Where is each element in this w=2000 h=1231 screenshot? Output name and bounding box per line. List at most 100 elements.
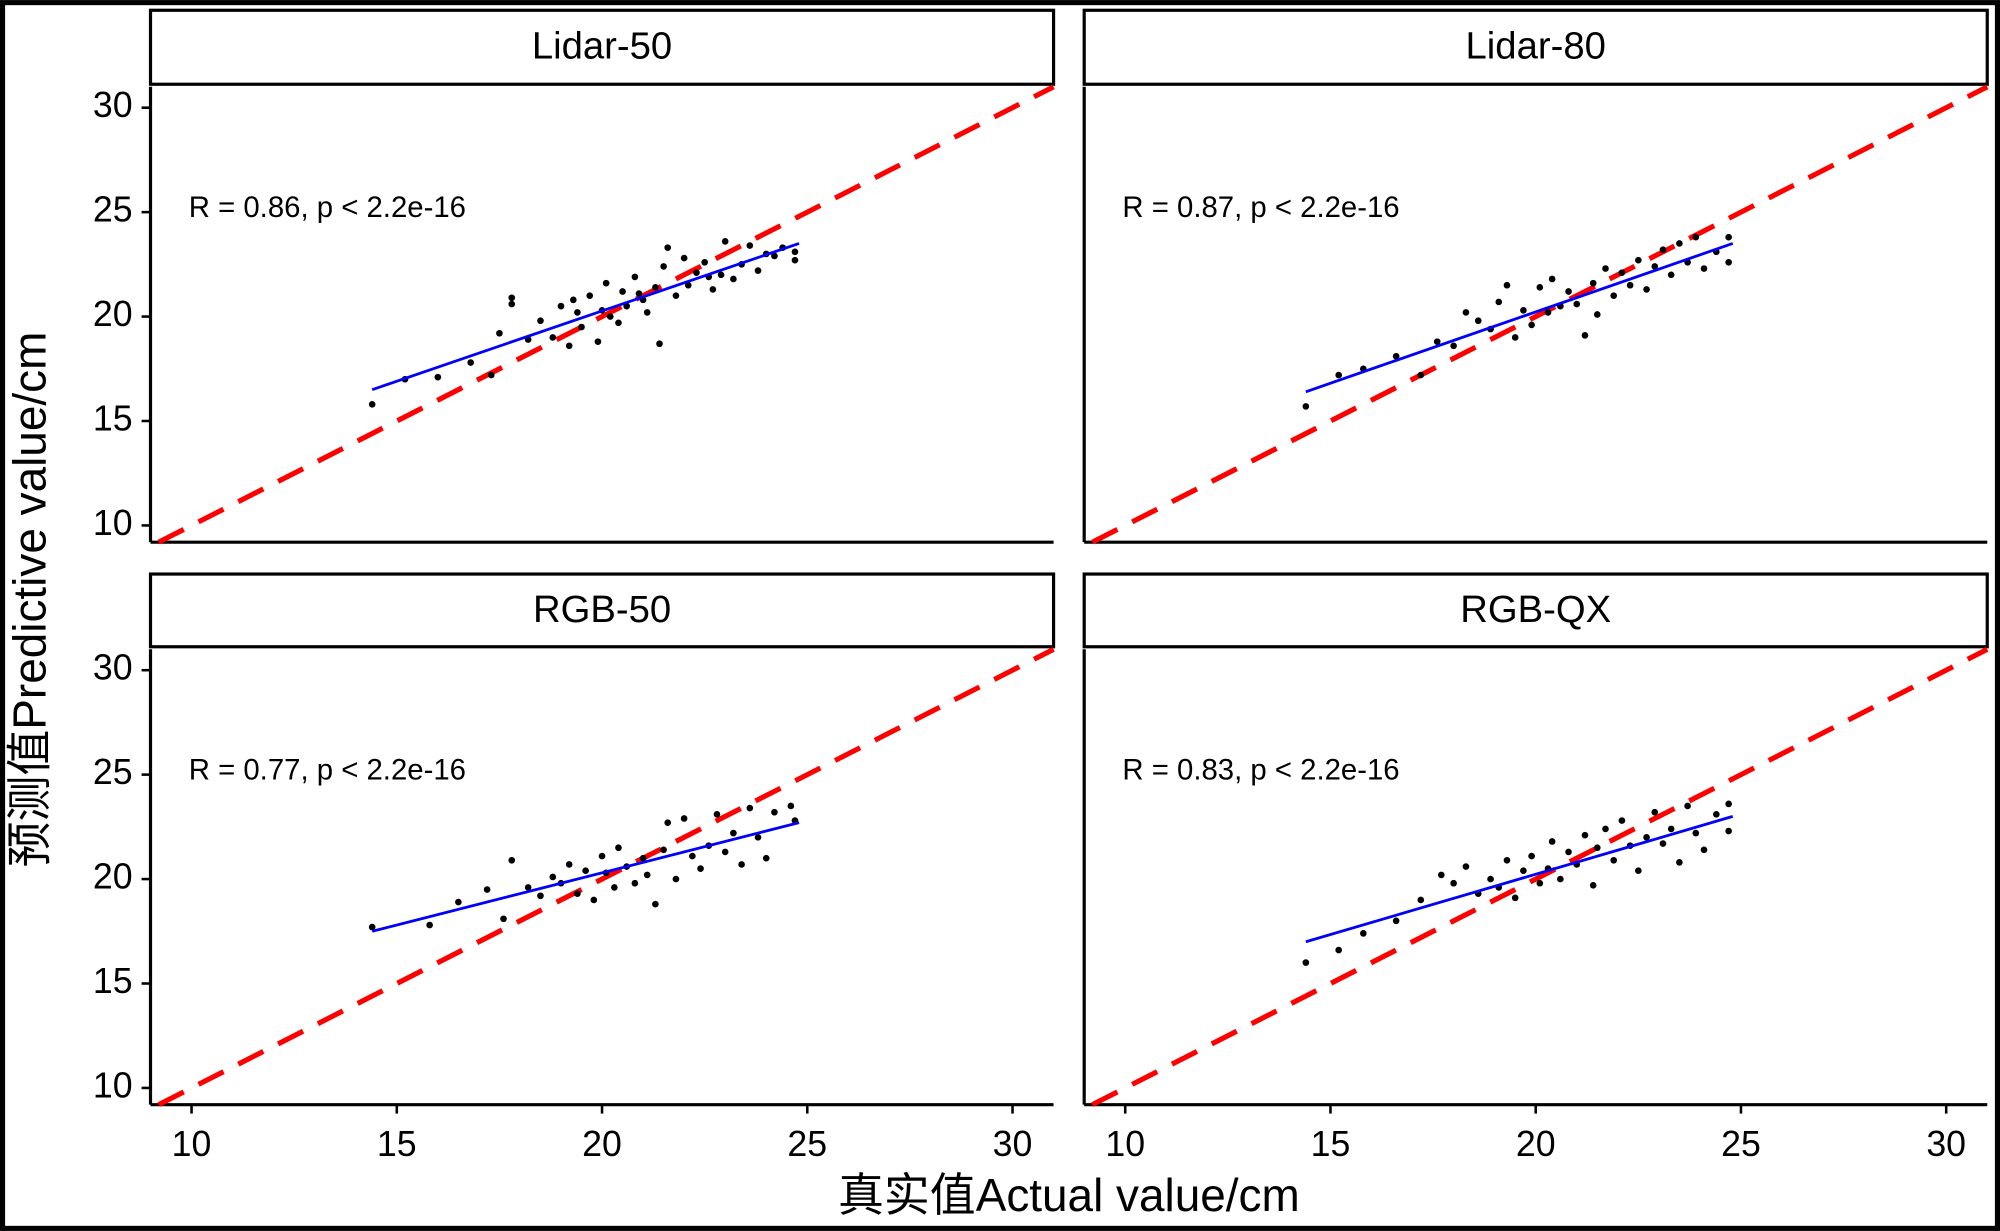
point — [693, 269, 700, 277]
point — [598, 852, 606, 860]
point — [1659, 246, 1667, 254]
point — [549, 873, 557, 881]
point — [1536, 284, 1544, 291]
point — [1565, 288, 1572, 295]
point — [549, 334, 557, 341]
point — [754, 267, 762, 274]
point — [684, 281, 692, 289]
point — [508, 856, 516, 864]
point — [1462, 309, 1470, 316]
point — [537, 317, 544, 325]
fit-line — [1305, 815, 1734, 944]
x-tick-label: 20 — [582, 1124, 622, 1164]
point — [1335, 946, 1342, 954]
point — [487, 371, 495, 379]
point — [496, 329, 503, 337]
point — [594, 338, 602, 345]
point — [1495, 298, 1503, 306]
point — [652, 900, 659, 908]
point — [664, 244, 672, 251]
point — [615, 319, 622, 327]
identity-line — [157, 647, 1055, 1107]
y-tick-label: 25 — [93, 190, 133, 230]
fit-line — [371, 821, 800, 933]
point — [368, 923, 376, 931]
point — [574, 309, 581, 316]
point — [1557, 875, 1564, 883]
point — [602, 279, 610, 287]
point — [574, 890, 581, 898]
point — [1635, 256, 1642, 264]
point — [467, 359, 475, 366]
point — [434, 373, 442, 381]
point — [586, 292, 594, 299]
point — [1392, 352, 1400, 360]
point — [578, 323, 585, 331]
point — [1725, 258, 1732, 266]
point — [557, 302, 565, 310]
point — [1573, 300, 1581, 308]
point — [1437, 871, 1445, 879]
point — [1659, 840, 1667, 847]
point — [721, 238, 729, 245]
point — [717, 271, 725, 279]
point — [611, 884, 618, 891]
point — [524, 884, 532, 891]
y-tick-label: 20 — [93, 294, 133, 334]
point — [1589, 279, 1597, 287]
point — [1589, 882, 1597, 889]
point — [1676, 240, 1683, 247]
annotation: R = 0.77, p < 2.2e-16 — [189, 753, 466, 786]
x-tick-label: 30 — [993, 1124, 1033, 1164]
point — [508, 300, 516, 308]
point — [1528, 852, 1535, 860]
point — [426, 921, 433, 929]
y-tick-label: 10 — [93, 1065, 133, 1105]
strip — [1082, 572, 1989, 649]
y-tick-label: 25 — [93, 752, 133, 792]
point — [643, 309, 651, 316]
point — [619, 288, 626, 295]
point — [368, 400, 376, 408]
point — [1610, 292, 1618, 299]
y-tick-label: 10 — [93, 503, 133, 543]
identity-line — [157, 84, 1055, 545]
point — [1302, 959, 1310, 966]
identity-line — [1091, 84, 1989, 545]
point — [1511, 334, 1519, 341]
point — [1700, 846, 1708, 854]
point — [1700, 265, 1708, 272]
point — [1511, 894, 1519, 902]
y-tick-label: 30 — [93, 85, 133, 125]
point — [721, 848, 729, 856]
point — [771, 252, 778, 260]
identity-line — [1091, 647, 1989, 1107]
point — [771, 808, 778, 816]
point — [1643, 286, 1650, 293]
point — [738, 861, 745, 868]
x-tick-label: 20 — [1516, 1124, 1556, 1164]
point — [1565, 848, 1572, 856]
point — [569, 296, 577, 304]
annotation: R = 0.86, p < 2.2e-16 — [189, 191, 466, 224]
strip — [1082, 8, 1989, 86]
point — [631, 273, 639, 281]
point — [565, 342, 573, 350]
y-tick-label: 20 — [93, 857, 133, 897]
point — [1335, 371, 1342, 379]
point — [631, 879, 639, 887]
point — [1520, 306, 1527, 314]
x-tick-label: 10 — [1105, 1124, 1145, 1164]
point — [1684, 802, 1691, 810]
panel-title: Lidar-80 — [1466, 25, 1606, 68]
point — [1692, 233, 1700, 241]
point — [1593, 311, 1601, 318]
point — [1528, 321, 1535, 329]
fit-line — [371, 242, 800, 392]
y-tick-label: 15 — [93, 961, 133, 1001]
point — [1462, 863, 1470, 870]
point — [1626, 281, 1634, 289]
point — [1544, 309, 1552, 316]
point — [697, 865, 704, 872]
